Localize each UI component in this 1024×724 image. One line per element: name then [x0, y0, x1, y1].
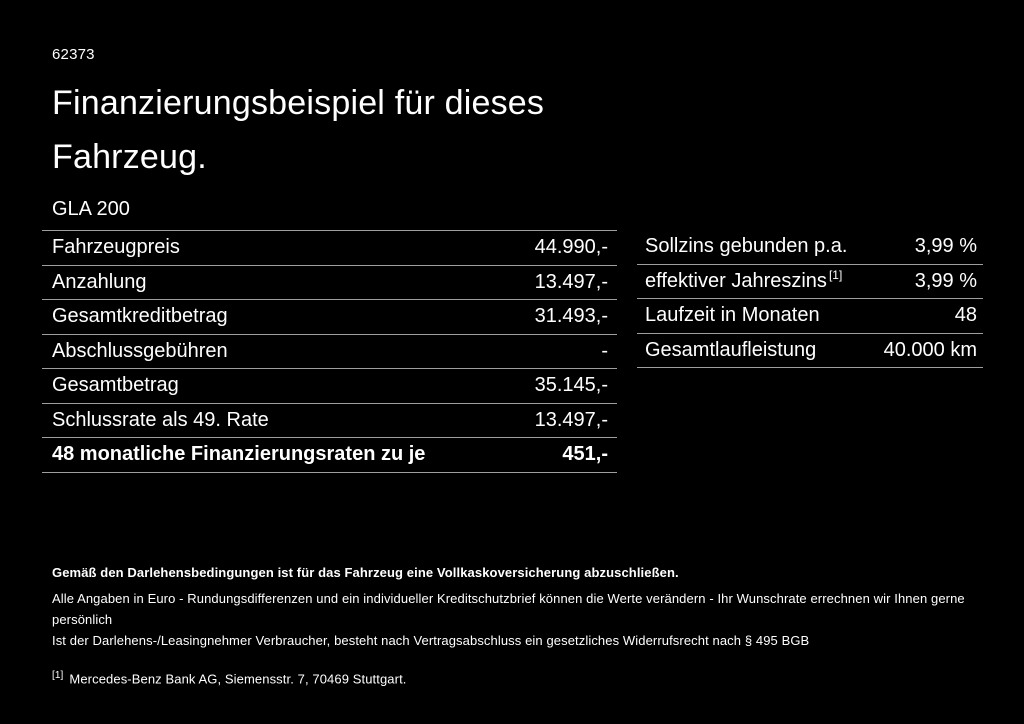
row-value: 44.990,-	[534, 236, 608, 259]
disclaimer-line: Ist der Darlehens-/Leasingnehmer Verbrau…	[52, 633, 810, 648]
page-title: Finanzierungsbeispiel für dieses Fahrzeu…	[52, 84, 545, 176]
table-row: Sollzins gebunden p.a. 3,99 %	[637, 230, 983, 265]
row-value: 13.497,-	[534, 408, 608, 431]
table-row: Gesamtbetrag 35.145,-	[42, 368, 617, 403]
insurance-note: Gemäß den Darlehensbedingungen ist für d…	[52, 565, 679, 580]
table-row: Gesamtlaufleistung 40.000 km	[637, 334, 983, 368]
row-value: 13.497,-	[534, 270, 608, 293]
vehicle-model: GLA 200	[52, 198, 130, 220]
row-label: Anzahlung	[52, 270, 147, 293]
row-value: 3,99 %	[914, 269, 977, 292]
fine-print: Gemäß den Darlehensbedingungen ist für d…	[52, 562, 984, 689]
row-label: Sollzins gebunden p.a.	[645, 235, 848, 258]
row-value: 48	[954, 304, 977, 327]
row-label: effektiver Jahreszins [1]	[645, 268, 843, 292]
row-label: Laufzeit in Monaten	[645, 304, 820, 327]
row-label: Fahrzeugpreis	[52, 236, 180, 259]
footnote-reference: [1]	[828, 268, 843, 283]
financing-amounts-table: Fahrzeugpreis 44.990,- Anzahlung 13.497,…	[42, 230, 617, 473]
footnote-marker: [1]	[52, 670, 64, 681]
row-label: Gesamtlaufleistung	[645, 338, 817, 361]
row-label: Gesamtbetrag	[52, 374, 179, 397]
table-row: Gesamtkreditbetrag 31.493,-	[42, 299, 617, 334]
row-value: 31.493,-	[534, 305, 608, 328]
row-label: Schlussrate als 49. Rate	[52, 408, 269, 431]
table-row: Schlussrate als 49. Rate 13.497,-	[42, 402, 617, 438]
disclaimer-line: Alle Angaben in Euro - Rundungsdifferenz…	[52, 591, 965, 627]
financing-tables: Fahrzeugpreis 44.990,- Anzahlung 13.497,…	[42, 230, 986, 473]
content-area: 62373 Finanzierungsbeispiel für dieses F…	[42, 0, 986, 473]
row-value: 40.000 km	[883, 338, 977, 361]
table-row-monthly-rate: 48 monatliche Finanzierungsraten zu je 4…	[42, 437, 617, 473]
row-value: 451,-	[562, 443, 608, 466]
table-row: Laufzeit in Monaten 48	[637, 299, 983, 334]
table-row: Anzahlung 13.497,-	[42, 264, 617, 300]
financing-conditions-table: Sollzins gebunden p.a. 3,99 % effektiver…	[637, 230, 983, 368]
document-number: 62373	[52, 46, 95, 63]
row-value: -	[601, 339, 608, 362]
row-label: Gesamtkreditbetrag	[52, 305, 228, 328]
table-row: Fahrzeugpreis 44.990,-	[42, 230, 617, 265]
row-value: 35.145,-	[534, 374, 608, 397]
table-row: Abschlussgebühren -	[42, 333, 617, 369]
footnote: [1] Mercedes-Benz Bank AG, Siemensstr. 7,…	[52, 665, 984, 689]
row-value: 3,99 %	[914, 235, 977, 258]
row-label: 48 monatliche Finanzierungsraten zu je	[52, 443, 426, 466]
row-label: Abschlussgebühren	[52, 339, 228, 362]
footnote-text: Mercedes-Benz Bank AG, Siemensstr. 7, 70…	[69, 671, 407, 687]
table-row: effektiver Jahreszins [1] 3,99 %	[637, 265, 983, 299]
